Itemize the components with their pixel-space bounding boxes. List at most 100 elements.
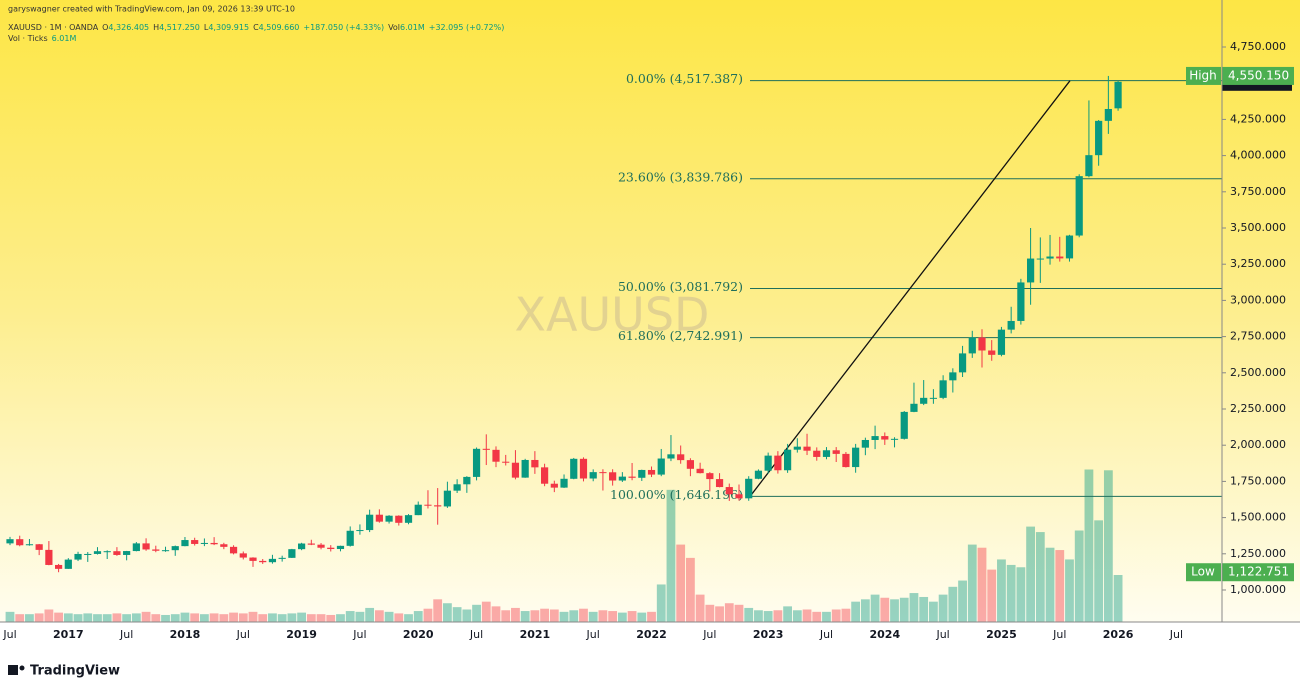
volume-bar bbox=[890, 599, 899, 622]
volume-bar bbox=[1113, 575, 1123, 622]
candle-body bbox=[803, 446, 811, 451]
tag-value: 4,550.150 bbox=[1228, 68, 1289, 82]
x-tick-label: 2021 bbox=[520, 628, 551, 641]
x-tick-label: Jul bbox=[819, 628, 833, 641]
candle-body bbox=[677, 454, 685, 461]
volume-bar bbox=[394, 613, 404, 622]
volume-bar bbox=[161, 614, 170, 622]
brand-logo: TradingView bbox=[8, 664, 120, 679]
volume-bar bbox=[1074, 530, 1084, 622]
volume-bar bbox=[695, 594, 705, 622]
candle-body bbox=[1027, 258, 1035, 283]
volume-bar bbox=[151, 614, 161, 622]
candle-body bbox=[395, 515, 403, 523]
volume-bar bbox=[1065, 559, 1074, 622]
volume-bar bbox=[423, 608, 433, 622]
volume-bar bbox=[841, 608, 851, 622]
candle-body bbox=[181, 540, 189, 547]
candle-body bbox=[385, 515, 393, 522]
brand-name: TradingView bbox=[30, 664, 120, 679]
candle-body bbox=[35, 544, 43, 550]
candle-body bbox=[667, 454, 675, 459]
legend-value: 6.01M bbox=[400, 23, 425, 32]
volume-bar bbox=[705, 604, 715, 622]
volume-bar bbox=[938, 594, 948, 622]
candle-body bbox=[249, 557, 257, 561]
volume-bar bbox=[520, 611, 530, 622]
candle-body bbox=[589, 472, 597, 479]
candle-body bbox=[220, 544, 228, 547]
volume-bar bbox=[404, 614, 413, 622]
candle-body bbox=[560, 478, 568, 488]
candle-body bbox=[434, 505, 442, 507]
x-tick-label: Jul bbox=[119, 628, 133, 641]
volume-bar bbox=[1055, 550, 1065, 622]
candle-body bbox=[366, 514, 374, 531]
candle-body bbox=[696, 468, 704, 474]
volume-bar bbox=[1045, 547, 1055, 622]
candle-body bbox=[55, 564, 63, 569]
volume-bar bbox=[511, 607, 520, 622]
x-tick-label: Jul bbox=[469, 628, 483, 641]
y-tick-label: 4,750.000 bbox=[1230, 40, 1286, 53]
volume-bar bbox=[141, 611, 151, 622]
volume-bar bbox=[792, 610, 802, 622]
volume-bar bbox=[617, 612, 627, 622]
x-tick-label: 2024 bbox=[869, 628, 900, 641]
candle-body bbox=[278, 557, 286, 559]
candle-body bbox=[813, 450, 821, 457]
volume-bar bbox=[413, 611, 423, 622]
candle-body bbox=[978, 337, 986, 351]
candle-body bbox=[521, 459, 529, 478]
candle-body bbox=[599, 472, 607, 474]
fib-level-label: 0.00% (4,517.387) bbox=[626, 71, 743, 86]
volume-bar bbox=[190, 613, 200, 622]
volume-bar bbox=[734, 604, 744, 622]
candle-body bbox=[570, 458, 578, 479]
tag-name: High bbox=[1189, 68, 1217, 82]
x-tick-label: 2023 bbox=[753, 628, 784, 641]
legend-value: +187.050 (+4.33%) bbox=[303, 23, 384, 32]
volume-bar bbox=[1103, 470, 1113, 622]
candle-body bbox=[657, 458, 665, 475]
candle-body bbox=[239, 553, 247, 558]
candle-body bbox=[1085, 155, 1093, 177]
candle-body bbox=[531, 459, 539, 468]
watermark: XAUUSD bbox=[515, 288, 710, 342]
volume-bar bbox=[229, 612, 238, 622]
candle-body bbox=[715, 479, 724, 488]
volume-bar bbox=[34, 613, 44, 622]
candle-body bbox=[492, 449, 500, 462]
candle-body bbox=[424, 504, 432, 506]
candle-body bbox=[259, 560, 267, 563]
candle-body bbox=[725, 487, 733, 495]
x-tick-label: 2019 bbox=[286, 628, 317, 641]
legend-value: 4,309.915 bbox=[208, 23, 249, 32]
volume-bar bbox=[763, 611, 773, 622]
candle-body bbox=[210, 542, 218, 545]
candle-body bbox=[579, 458, 588, 479]
volume-bar bbox=[384, 611, 394, 622]
candle-body bbox=[1065, 235, 1074, 259]
legend-key: O bbox=[102, 23, 108, 32]
candle-body bbox=[968, 337, 976, 354]
candle-body bbox=[842, 453, 850, 468]
y-tick-label: 4,250.000 bbox=[1230, 112, 1286, 125]
x-tick-label: 2026 bbox=[1103, 628, 1134, 641]
y-tick-label: 1,750.000 bbox=[1230, 474, 1286, 487]
candle-body bbox=[628, 476, 636, 478]
candle-body bbox=[346, 530, 354, 546]
volume-bar bbox=[93, 614, 102, 622]
volume-legend: Vol · Ticks 6.01M bbox=[8, 34, 76, 43]
plot: 1,000.000 1,250.000 1,500.000 1,750.000 2,00… bbox=[2, 40, 1294, 641]
volume-bar bbox=[773, 610, 783, 622]
x-tick-label: 2018 bbox=[170, 628, 201, 641]
volume-bar bbox=[647, 611, 656, 622]
volume-bar bbox=[530, 610, 540, 622]
candle-body bbox=[298, 543, 306, 550]
x-tick-label: 2025 bbox=[986, 628, 1017, 641]
candle-body bbox=[142, 543, 150, 550]
x-tick-label: Jul bbox=[1052, 628, 1066, 641]
volume-bar bbox=[1026, 526, 1035, 622]
volume-bar bbox=[83, 613, 93, 622]
